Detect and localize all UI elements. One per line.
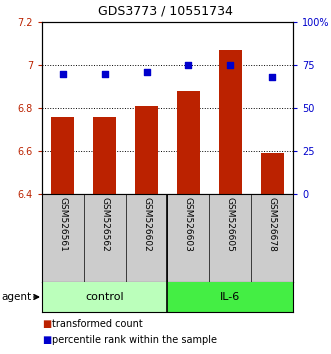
Point (269, 74, 275, 80)
Text: GSM526605: GSM526605 (226, 196, 235, 251)
Text: ■: ■ (42, 319, 51, 329)
Text: control: control (85, 292, 124, 302)
Text: GDS3773 / 10551734: GDS3773 / 10551734 (98, 5, 233, 18)
Point (228, 62, 233, 68)
Text: GSM526561: GSM526561 (58, 196, 68, 251)
Text: GSM526602: GSM526602 (142, 196, 151, 251)
Bar (219, 50, 242, 194)
Bar (51, 116, 74, 194)
Text: GSM526603: GSM526603 (184, 196, 193, 251)
Text: transformed count: transformed count (52, 319, 143, 329)
Text: GSM526562: GSM526562 (100, 196, 109, 251)
Point (102, 71, 107, 76)
Point (60, 71, 66, 76)
Text: ■: ■ (42, 335, 51, 345)
Bar (167, 282, 293, 312)
Text: percentile rank within the sample: percentile rank within the sample (52, 335, 217, 345)
Bar (135, 106, 158, 194)
Point (186, 62, 191, 68)
Bar (260, 153, 284, 194)
Point (144, 69, 149, 75)
Bar (42, 282, 167, 312)
Bar (177, 91, 200, 194)
Text: agent: agent (2, 292, 32, 302)
Text: IL-6: IL-6 (220, 292, 240, 302)
Text: GSM526678: GSM526678 (267, 196, 277, 251)
Bar (93, 116, 116, 194)
